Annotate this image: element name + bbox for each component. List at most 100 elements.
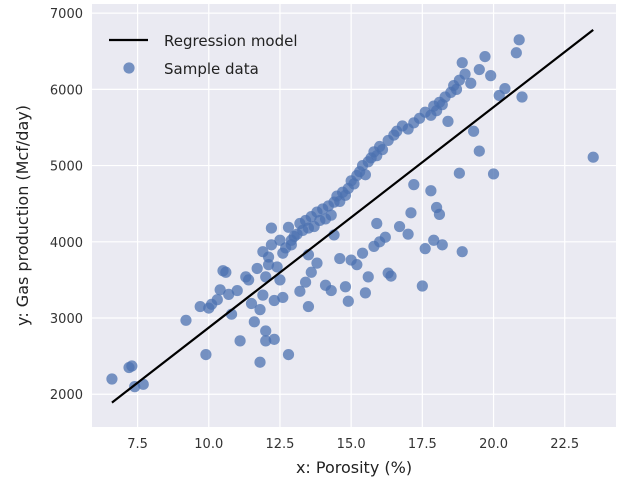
data-point	[302, 300, 315, 313]
data-point	[282, 348, 295, 361]
data-point	[262, 259, 275, 271]
y-tick-label: 5000	[50, 160, 83, 175]
data-point	[416, 280, 428, 292]
y-tick-label: 2000	[50, 388, 83, 403]
data-point	[362, 271, 374, 283]
data-point	[260, 271, 272, 283]
scatter-points	[106, 34, 599, 393]
data-point	[311, 257, 323, 269]
data-point	[359, 169, 371, 181]
data-point	[248, 316, 260, 328]
data-point	[465, 77, 477, 89]
data-point	[260, 325, 272, 337]
data-point	[485, 70, 497, 82]
data-point	[428, 234, 440, 246]
y-tick-labels: 2000 3000 4000 5000 6000 7000	[50, 7, 83, 403]
data-point	[299, 276, 312, 288]
data-point	[282, 221, 295, 233]
data-point	[277, 291, 289, 304]
data-point	[265, 239, 278, 251]
data-point	[200, 348, 212, 361]
legend-label-regression: Regression model	[164, 32, 298, 50]
y-tick-label: 4000	[50, 236, 83, 251]
data-point	[294, 285, 306, 297]
data-point	[359, 287, 371, 299]
data-point	[126, 360, 138, 372]
data-point	[243, 274, 255, 286]
data-point	[516, 91, 528, 103]
x-tick-label: 7.5	[127, 437, 148, 452]
data-point	[385, 270, 397, 282]
data-point	[499, 83, 511, 95]
data-point	[268, 333, 280, 345]
data-point	[393, 220, 406, 233]
data-point	[587, 151, 599, 163]
data-point	[274, 274, 286, 286]
data-point	[405, 207, 417, 219]
data-point	[217, 265, 229, 277]
data-point	[334, 252, 346, 265]
regression-lines	[111, 29, 594, 404]
y-tick-label: 3000	[50, 312, 83, 327]
data-point	[356, 247, 369, 259]
data-point	[305, 266, 317, 278]
data-point	[251, 262, 263, 275]
data-point	[442, 115, 454, 127]
data-point	[436, 239, 448, 251]
data-point	[433, 208, 446, 220]
data-point	[374, 236, 386, 248]
data-point	[468, 125, 480, 137]
data-point	[402, 228, 414, 240]
data-point	[510, 47, 522, 59]
data-point	[254, 304, 266, 316]
data-point	[419, 243, 431, 255]
legend-dot-swatch	[123, 62, 135, 74]
data-point	[450, 83, 463, 95]
data-point	[371, 217, 383, 230]
x-tick-label: 22.5	[550, 437, 579, 452]
data-point	[271, 261, 283, 273]
data-point	[274, 234, 286, 246]
x-axis-label: x: Porosity (%)	[296, 458, 412, 477]
data-point	[456, 57, 468, 69]
data-point	[234, 335, 246, 347]
data-point	[180, 314, 192, 326]
data-point	[479, 50, 491, 63]
x-tick-label: 10.0	[194, 437, 223, 452]
legend: Regression model Sample data	[109, 32, 298, 78]
data-point	[260, 335, 272, 347]
data-point	[231, 284, 243, 297]
data-point	[513, 34, 525, 46]
data-point	[351, 259, 363, 271]
data-point	[106, 373, 118, 385]
data-point	[214, 284, 226, 296]
y-axis-label: y: Gas production (Mcf/day)	[13, 105, 32, 326]
data-point	[223, 288, 235, 300]
data-point	[376, 143, 389, 156]
data-point	[194, 300, 206, 313]
data-point	[453, 167, 465, 179]
data-point	[459, 68, 471, 80]
data-point	[408, 179, 420, 191]
data-point	[265, 222, 278, 234]
regression-line	[111, 29, 594, 404]
data-point	[211, 294, 223, 306]
data-point	[456, 246, 468, 258]
data-point	[339, 281, 352, 293]
data-point	[285, 239, 297, 251]
data-point	[257, 289, 269, 301]
y-tick-label: 7000	[50, 7, 83, 22]
gridlines	[92, 4, 616, 427]
data-point	[325, 284, 337, 297]
data-point	[254, 356, 266, 368]
data-point	[268, 294, 280, 307]
x-tick-label: 15.0	[337, 437, 366, 452]
data-point	[473, 63, 485, 76]
data-point	[487, 168, 500, 180]
data-point	[473, 145, 485, 157]
data-point	[325, 209, 337, 221]
x-tick-label: 20.0	[479, 437, 508, 452]
data-point	[342, 295, 354, 307]
y-tick-label: 6000	[50, 83, 83, 98]
x-tick-label: 17.5	[408, 437, 437, 452]
